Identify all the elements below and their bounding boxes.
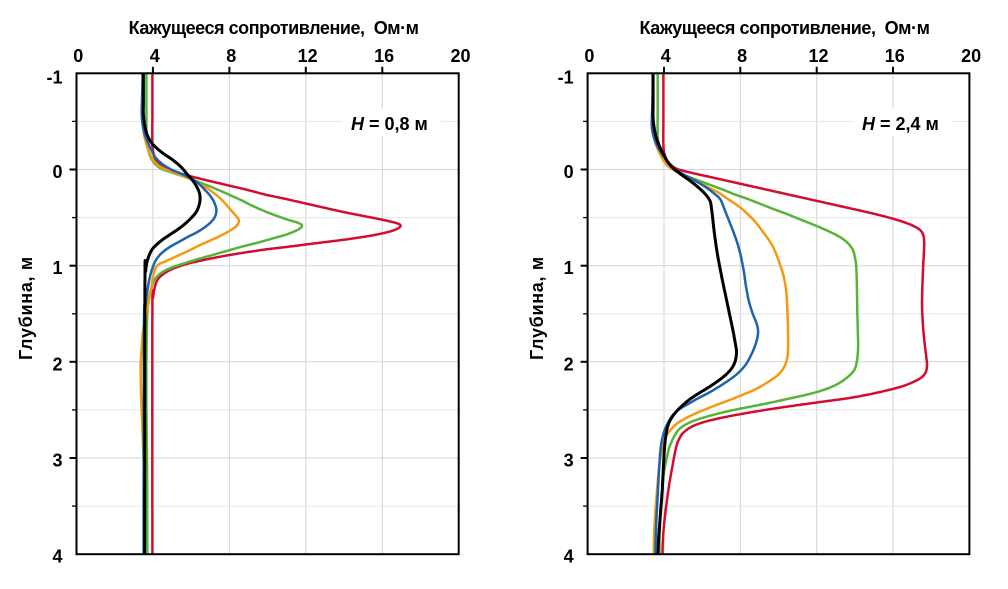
svg-text:20: 20 <box>450 46 470 66</box>
svg-text:0: 0 <box>564 162 574 182</box>
svg-text:2: 2 <box>52 354 62 374</box>
svg-text:3: 3 <box>52 451 62 471</box>
svg-text:H = 0,8 м: H = 0,8 м <box>351 114 428 134</box>
svg-text:3: 3 <box>564 451 574 471</box>
svg-text:1: 1 <box>52 258 62 278</box>
svg-text:1: 1 <box>564 258 574 278</box>
svg-text:4: 4 <box>52 547 62 567</box>
svg-text:4: 4 <box>564 547 574 567</box>
svg-text:H = 2,4 м: H = 2,4 м <box>862 114 939 134</box>
svg-text:-1: -1 <box>558 67 574 87</box>
svg-text:12: 12 <box>298 46 318 66</box>
svg-text:16: 16 <box>374 46 394 66</box>
svg-text:12: 12 <box>808 46 828 66</box>
svg-text:Глубина, м: Глубина, м <box>16 256 36 360</box>
svg-text:8: 8 <box>737 46 747 66</box>
svg-text:4: 4 <box>150 46 160 66</box>
svg-text:0: 0 <box>73 46 83 66</box>
svg-text:16: 16 <box>885 46 905 66</box>
svg-text:0: 0 <box>52 162 62 182</box>
svg-text:20: 20 <box>961 46 981 66</box>
svg-text:0: 0 <box>584 46 594 66</box>
svg-text:8: 8 <box>226 46 236 66</box>
svg-text:4: 4 <box>661 46 671 66</box>
svg-text:2: 2 <box>564 354 574 374</box>
svg-text:Глубина, м: Глубина, м <box>527 256 547 360</box>
svg-text:Кажущееся сопротивление, Ом·м: Кажущееся сопротивление, Ом·м <box>640 18 930 38</box>
svg-text:Кажущееся сопротивление, Ом·м: Кажущееся сопротивление, Ом·м <box>129 18 419 38</box>
svg-text:-1: -1 <box>46 67 62 87</box>
